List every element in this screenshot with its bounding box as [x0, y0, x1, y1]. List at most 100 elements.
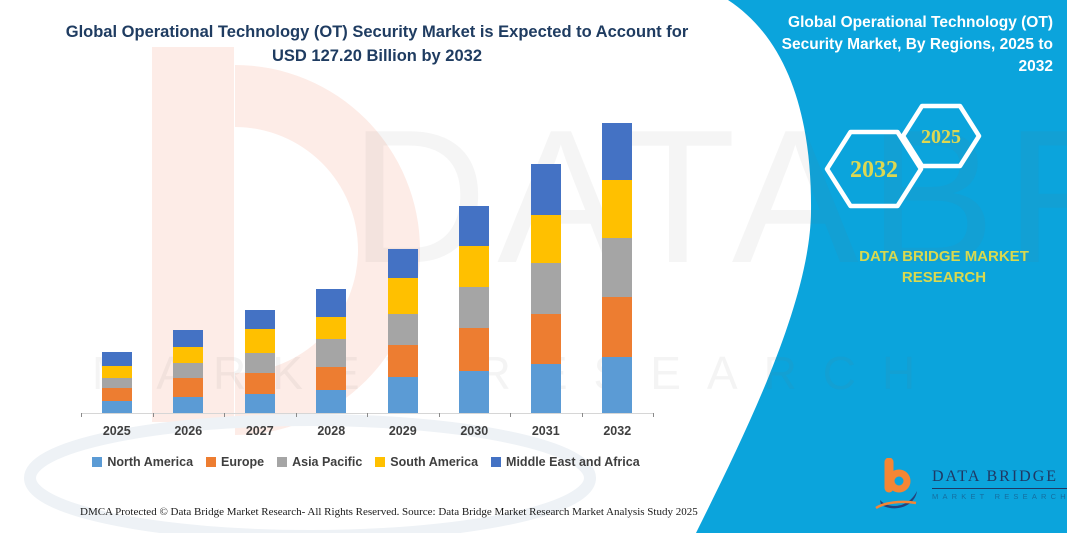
bar-segment-north-america — [602, 356, 633, 413]
bar-slot — [510, 117, 582, 413]
axis-tick — [224, 413, 225, 417]
stacked-bar-2025 — [101, 352, 132, 413]
bar-segment-middle-east-and-africa — [459, 206, 490, 247]
bar-segment-asia-pacific — [101, 377, 132, 389]
bar-segment-south-america — [316, 316, 347, 339]
stacked-bar-2027 — [244, 310, 275, 413]
bar-segment-south-america — [244, 329, 275, 353]
stacked-bar-2032 — [602, 123, 633, 413]
bar-slot — [81, 117, 153, 413]
main-title: Global Operational Technology (OT) Secur… — [65, 23, 689, 65]
bar-segment-north-america — [530, 364, 561, 413]
hexagon-2032: 2032 — [824, 129, 924, 209]
axis-tick — [81, 413, 82, 417]
legend-swatch — [206, 457, 217, 467]
bar-segment-middle-east-and-africa — [316, 289, 347, 317]
bar-slot — [582, 117, 654, 413]
bar-segment-asia-pacific — [530, 263, 561, 314]
bar-segment-europe — [387, 345, 418, 378]
bar-segment-europe — [459, 327, 490, 372]
bar-segment-south-america — [101, 365, 132, 378]
axis-tick — [367, 413, 368, 417]
legend-item-north-america: North America — [92, 455, 193, 469]
legend-label: Asia Pacific — [292, 455, 363, 469]
bar-chart — [81, 117, 654, 417]
year-hexagons: 2032 2025 — [824, 103, 982, 209]
chart-legend: North America Europe Asia Pacific South Ame… — [66, 455, 666, 469]
bar-segment-asia-pacific — [459, 287, 490, 328]
axis-tick — [295, 413, 297, 417]
bar-segment-south-america — [173, 346, 204, 364]
bar-segment-middle-east-and-africa — [173, 330, 204, 347]
axis-tick — [438, 413, 440, 417]
bar-segment-middle-east-and-africa — [244, 310, 275, 330]
hexagon-2025: 2025 — [900, 103, 982, 169]
bar-segment-middle-east-and-africa — [101, 352, 132, 366]
brand-name-text: DATA BRIDGE MARKET RESEARCH — [859, 248, 1029, 286]
axis-tick — [581, 413, 583, 417]
bar-segment-europe — [602, 297, 633, 357]
hexagon-2025-label: 2025 — [921, 126, 961, 148]
bar-segment-asia-pacific — [387, 313, 418, 346]
x-axis-label: 2031 — [531, 424, 560, 438]
bar-segment-europe — [530, 313, 561, 365]
bar-segment-asia-pacific — [244, 352, 275, 373]
company-logo-text: DATA BRIDGE MARKET RESEARCH — [932, 468, 1067, 501]
bar-chart-plot — [81, 117, 653, 414]
bar-segment-north-america — [387, 377, 418, 413]
x-axis-label: 2029 — [388, 424, 417, 438]
company-logo-icon — [875, 458, 917, 510]
legend-label: Middle East and Africa — [506, 455, 640, 469]
source-note: Source: Data Bridge Market Research Mark… — [402, 506, 698, 518]
bar-slot — [153, 117, 225, 413]
bar-segment-south-america — [459, 246, 490, 288]
x-axis-labels: 2025 2026 2027 2028 2029 2030 2031 2032 — [81, 424, 653, 438]
legend-item-middle-east-and-africa: Middle East and Africa — [491, 455, 640, 469]
bar-segment-asia-pacific — [316, 338, 347, 367]
side-panel-title: Global Operational Technology (OT) Secur… — [781, 14, 1053, 75]
legend-item-south-america: South America — [375, 455, 478, 469]
x-axis-label: 2032 — [603, 424, 632, 438]
legend-item-asia-pacific: Asia Pacific — [277, 455, 362, 469]
bar-segment-north-america — [459, 371, 490, 413]
legend-item-europe: Europe — [206, 455, 264, 469]
legend-label: North America — [107, 455, 194, 469]
bar-segment-europe — [244, 372, 275, 394]
logo-subtitle: MARKET RESEARCH — [932, 491, 1067, 501]
bar-segment-north-america — [244, 393, 275, 413]
x-axis-label: 2027 — [245, 424, 274, 438]
x-axis-label: 2025 — [102, 424, 131, 438]
bar-segment-south-america — [387, 278, 418, 314]
x-axis-label: 2030 — [460, 424, 489, 438]
bar-segment-south-america — [602, 180, 633, 239]
stacked-bar-2030 — [459, 206, 490, 413]
bar-segment-asia-pacific — [602, 238, 633, 298]
legend-swatch — [491, 457, 502, 467]
bar-segment-middle-east-and-africa — [387, 248, 418, 279]
bar-segment-europe — [316, 366, 347, 390]
bar-slot — [224, 117, 296, 413]
axis-tick — [510, 413, 511, 417]
bar-slot — [296, 117, 368, 413]
legend-swatch — [277, 457, 288, 467]
bar-segment-asia-pacific — [173, 363, 204, 379]
x-axis-ticks — [81, 413, 654, 417]
stacked-bar-2026 — [173, 330, 204, 413]
bar-segment-north-america — [316, 389, 347, 413]
x-axis-label: 2026 — [174, 424, 203, 438]
hexagon-2032-label: 2032 — [850, 157, 898, 183]
bar-segment-middle-east-and-africa — [530, 163, 561, 216]
stacked-bar-2029 — [387, 248, 418, 413]
legend-swatch — [375, 457, 386, 467]
legend-swatch — [92, 457, 103, 467]
bar-segment-north-america — [101, 400, 132, 413]
bar-segment-north-america — [173, 396, 204, 413]
bar-segment-middle-east-and-africa — [602, 123, 633, 181]
axis-tick — [152, 413, 154, 417]
axis-tick — [653, 413, 654, 417]
bar-slot — [367, 117, 439, 413]
logo-name: DATA BRIDGE — [932, 468, 1067, 489]
x-axis-label: 2028 — [317, 424, 346, 438]
